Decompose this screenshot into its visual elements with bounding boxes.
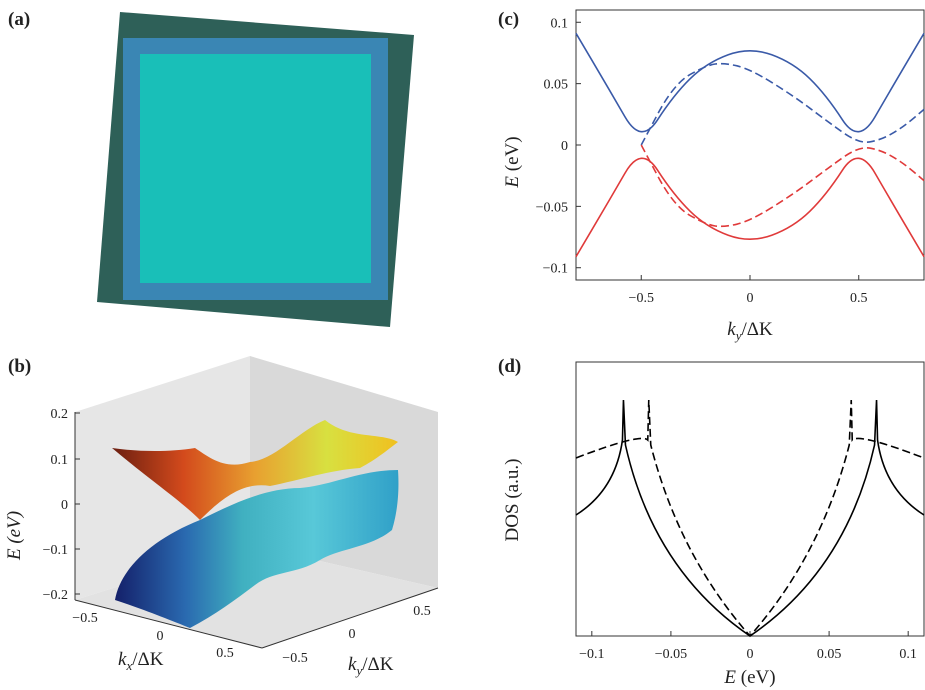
d-x-axis-label: E (eV) xyxy=(723,667,775,688)
d-x-tick-label: 0.1 xyxy=(899,647,917,662)
kx-ticks: −0.5 0 0.5 xyxy=(72,611,233,661)
z-tick-label: 0 xyxy=(61,498,68,513)
upper-band-surface xyxy=(112,420,398,520)
ky-axis-line xyxy=(261,587,439,649)
kx-axis-label-rest: /ΔK xyxy=(132,649,163,670)
kx-axis-label-sub: x xyxy=(125,658,132,673)
lower-band-solid-line xyxy=(575,157,925,258)
z-tick-label: 0.1 xyxy=(51,453,69,468)
kx-tick-label: 0.5 xyxy=(216,646,234,661)
lower-band-dashed-line xyxy=(640,144,925,228)
upper-band-solid-line xyxy=(575,32,925,133)
floor xyxy=(75,545,438,648)
c-lines xyxy=(575,32,925,258)
c-x-tick-label: 0.5 xyxy=(850,291,868,306)
z-tick-label: 0.2 xyxy=(51,407,69,422)
lower-band-surface xyxy=(115,470,399,628)
c-y-axis-label-var: E xyxy=(502,176,523,189)
panel-b: (b) xyxy=(4,356,439,678)
d-x-axis-label-rest: (eV) xyxy=(736,667,776,688)
kx-axis-label: kx/ΔK xyxy=(118,649,164,673)
ky-ticks: −0.5 0 0.5 xyxy=(282,604,430,666)
d-x-axis-label-var: E xyxy=(723,667,736,688)
panel-d-label: (d) xyxy=(498,356,521,377)
c-y-tick-label: 0.05 xyxy=(544,78,569,93)
dos-solid-line xyxy=(575,399,925,637)
z-tick-label: −0.2 xyxy=(43,588,68,603)
c-x-axis-label-sub: y xyxy=(734,328,742,343)
z-ticks: 0.2 0.1 0 −0.1 −0.2 xyxy=(43,407,80,603)
upper-band-dashed-line xyxy=(640,62,925,146)
c-y-axis-label: E (eV) xyxy=(502,136,523,188)
c-x-tick-label: −0.5 xyxy=(629,291,654,306)
z-tick-label: −0.1 xyxy=(43,543,68,558)
c-x-tick-label: 0 xyxy=(747,291,754,306)
d-x-tick-label: −0.1 xyxy=(579,647,604,662)
ky-tick-label: 0 xyxy=(349,627,356,642)
d-x-tick-label: 0 xyxy=(747,647,754,662)
panel-c-label: (c) xyxy=(498,9,519,30)
panel-a: (a) xyxy=(8,9,414,327)
kx-tick-label: −0.5 xyxy=(72,611,97,626)
d-x-tick-label: 0.05 xyxy=(817,647,842,662)
c-y-tick-label: −0.05 xyxy=(536,200,568,215)
ky-tick-label: 0.5 xyxy=(413,604,431,619)
plot-d-frame xyxy=(575,361,925,637)
c-y-tick-label: 0.1 xyxy=(551,16,569,31)
d-y-axis-label: DOS (a.u.) xyxy=(502,459,523,542)
dos-dashed-line xyxy=(575,399,925,638)
panel-a-label: (a) xyxy=(8,9,30,30)
panel-c: (c) −0.5 0 0.5 0.1 0.05 0 −0.05 −0.1 E (eV) ky/… xyxy=(498,9,925,343)
ky-tick-label: −0.5 xyxy=(282,651,307,666)
kx-axis-line xyxy=(74,599,263,649)
d-ticks: −0.1 −0.05 0 0.05 0.1 xyxy=(579,631,917,662)
c-x-axis-label-rest: /ΔK xyxy=(742,319,773,340)
kx-tick-label: 0 xyxy=(157,629,164,644)
z-axis-label: E (eV) xyxy=(4,511,25,561)
ky-axis-label-var: k xyxy=(348,654,357,675)
panel-b-label: (b) xyxy=(8,356,31,377)
d-x-tick-label: −0.05 xyxy=(655,647,687,662)
c-y-tick-label: 0 xyxy=(561,139,568,154)
kx-axis-label-var: k xyxy=(118,649,127,670)
ky-axis-label-sub: y xyxy=(354,663,362,678)
c-x-axis-label-var: k xyxy=(727,319,736,340)
c-ticks: −0.5 0 0.5 0.1 0.05 0 −0.05 −0.1 xyxy=(536,16,868,306)
c-x-axis-label: ky/ΔK xyxy=(727,319,773,343)
ky-axis-label-rest: /ΔK xyxy=(362,654,393,675)
panel-d: (d) −0.1 −0.05 0 0.05 0.1 DOS (a.u.) E (eV) xyxy=(498,356,925,688)
c-y-axis-label-rest: (eV) xyxy=(502,136,523,176)
ky-axis-label: ky/ΔK xyxy=(348,654,394,678)
d-lines xyxy=(575,399,925,638)
inner-layer xyxy=(140,54,371,283)
c-y-tick-label: −0.1 xyxy=(543,262,568,277)
